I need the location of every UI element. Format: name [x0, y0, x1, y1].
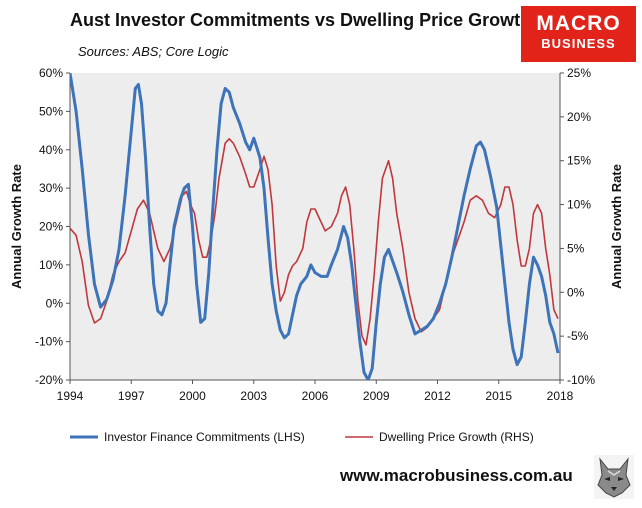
right-tick-label: -10%	[567, 373, 595, 387]
dwelling-price-line	[70, 138, 559, 346]
wolf-icon	[594, 455, 634, 499]
macro-business-logo: MACRO BUSINESS	[521, 6, 636, 62]
investor-finance-line	[70, 73, 560, 380]
left-tick-label: -10%	[35, 335, 63, 349]
series-lines	[70, 73, 560, 380]
left-tick-label: 40%	[39, 143, 63, 157]
right-tick-label: 15%	[567, 154, 591, 168]
right-tick-label: 25%	[567, 66, 591, 80]
x-tick-label: 2003	[240, 389, 267, 403]
x-tick-label: 2006	[302, 389, 329, 403]
website-url[interactable]: www.macrobusiness.com.au	[340, 466, 573, 485]
right-tick-label: 10%	[567, 198, 591, 212]
left-axis-title: Annual Growth Rate	[9, 164, 24, 289]
x-tick-label: 2012	[424, 389, 451, 403]
legend: Investor Finance Commitments (LHS) Dwelli…	[70, 430, 534, 444]
tick-labels: 1994 1997 2000 2003 2006 2009 2012 2015 2018 60% 5…	[35, 66, 595, 403]
left-tick-label: 10%	[39, 258, 63, 272]
right-tick-label: 5%	[567, 241, 585, 255]
chart-sources: Sources: ABS; Core Logic	[78, 44, 229, 59]
x-tick-label: 2015	[485, 389, 512, 403]
left-tick-label: -20%	[35, 373, 63, 387]
legend-investor-finance-label: Investor Finance Commitments (LHS)	[104, 430, 305, 444]
chart-title: Aust Investor Commitments vs Dwelling Pr…	[70, 10, 532, 30]
x-tick-label: 2018	[547, 389, 574, 403]
right-tick-label: -5%	[567, 329, 589, 343]
logo-line-2: BUSINESS	[541, 36, 616, 51]
right-tick-label: 0%	[567, 285, 585, 299]
left-tick-label: 50%	[39, 104, 63, 118]
plot-area	[70, 73, 560, 380]
x-tick-label: 1997	[118, 389, 145, 403]
logo-line-1: MACRO	[536, 12, 621, 35]
x-tick-label: 1994	[57, 389, 84, 403]
legend-dwelling-price-label: Dwelling Price Growth (RHS)	[379, 430, 534, 444]
right-axis-title: Annual Growth Rate	[609, 164, 624, 289]
left-tick-label: 0%	[46, 296, 64, 310]
axes	[66, 72, 564, 384]
left-tick-label: 60%	[39, 66, 63, 80]
x-tick-label: 2000	[179, 389, 206, 403]
right-tick-label: 20%	[567, 110, 591, 124]
left-tick-label: 20%	[39, 220, 63, 234]
left-tick-label: 30%	[39, 181, 63, 195]
x-tick-label: 2009	[363, 389, 390, 403]
